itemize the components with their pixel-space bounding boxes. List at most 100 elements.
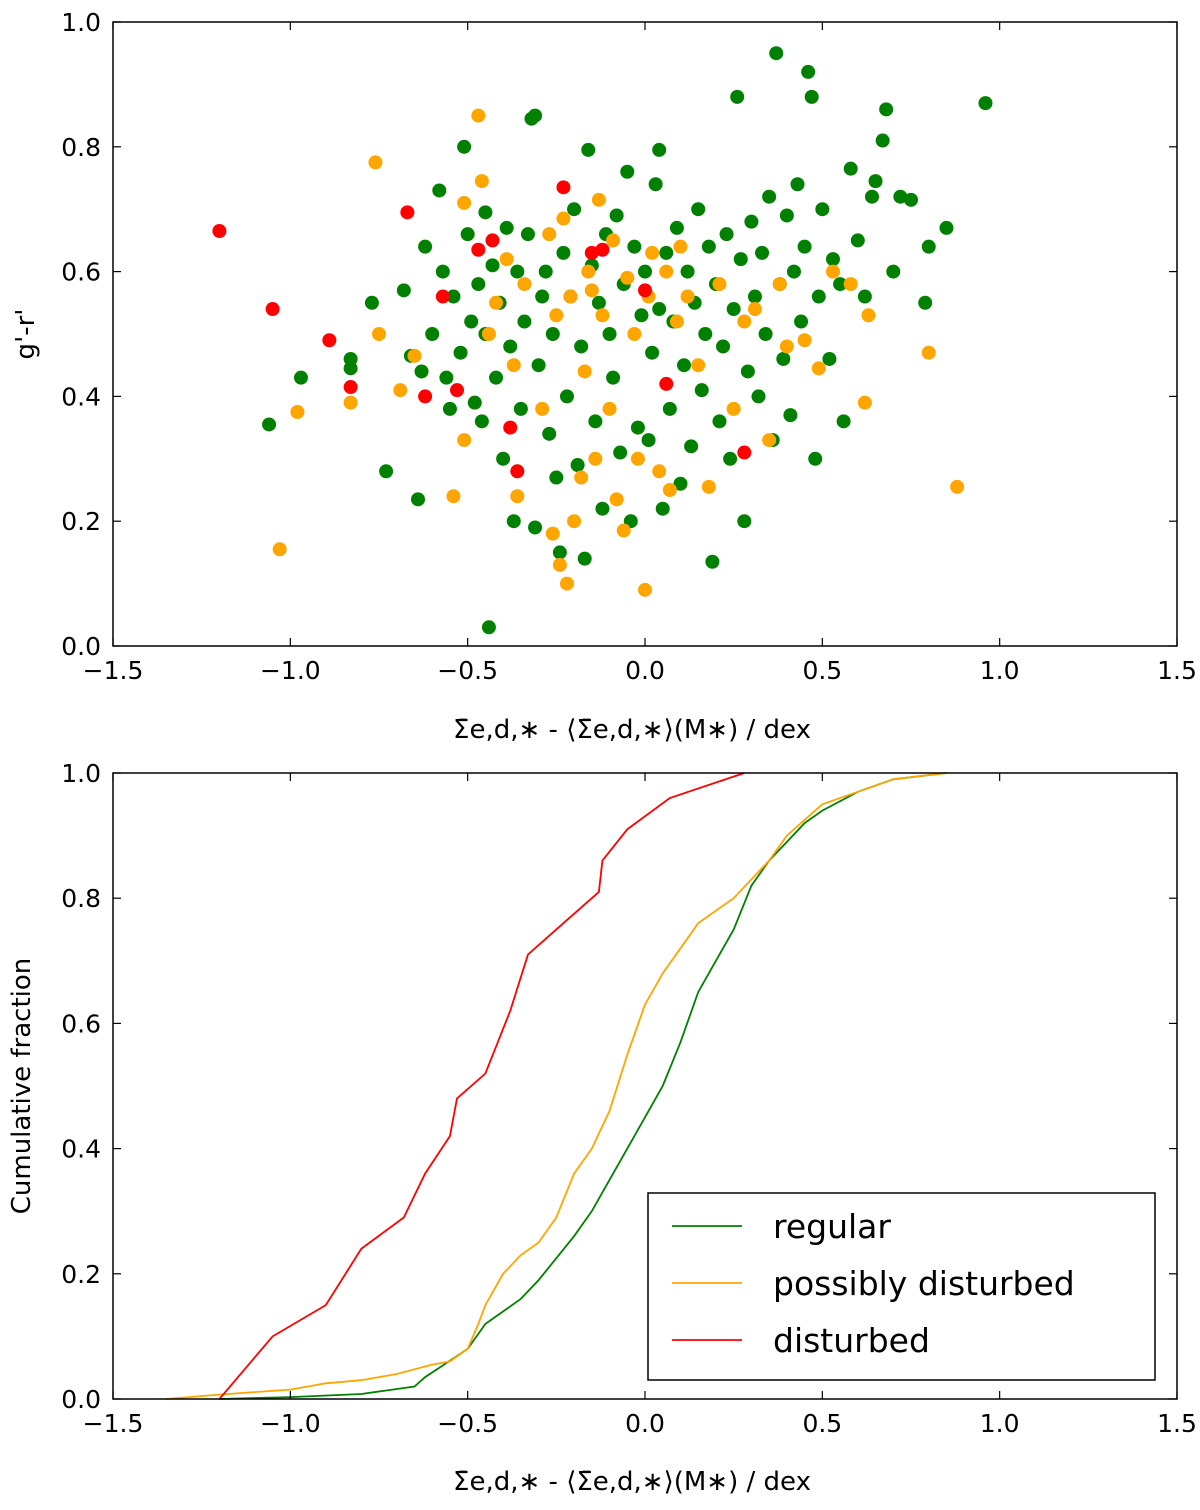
scatter-point [499, 220, 514, 235]
legend-label-possibly-disturbed: possibly disturbed [773, 1264, 1075, 1303]
scatter-point [627, 239, 642, 254]
scatter-point [411, 492, 426, 507]
scatter-point [691, 202, 706, 217]
scatter-point [652, 464, 667, 479]
scatter-x-tick-label: −1.5 [83, 656, 144, 685]
scatter-point [265, 302, 280, 317]
scatter-point [570, 458, 585, 473]
cumulative-y-axis-label: Cumulative fraction [7, 958, 37, 1215]
cumulative-x-tick-label: −0.5 [437, 1409, 498, 1438]
scatter-point [595, 242, 610, 257]
scatter-point [723, 451, 738, 466]
scatter-point [694, 383, 709, 398]
scatter-point [811, 289, 826, 304]
scatter-point [652, 302, 667, 317]
scatter-point [737, 314, 752, 329]
scatter-point [496, 451, 511, 466]
scatter-x-tick-label: 0.5 [802, 656, 842, 685]
scatter-point [904, 192, 918, 207]
scatter-point [400, 205, 415, 220]
scatter-point [833, 277, 848, 292]
scatter-point [797, 239, 812, 254]
scatter-point [503, 420, 518, 435]
scatter-point [645, 245, 660, 260]
scatter-point [698, 327, 713, 341]
scatter-point [719, 227, 734, 242]
scatter-point [779, 208, 794, 223]
scatter-point [552, 557, 567, 572]
scatter-point [747, 289, 762, 304]
scatter-point [396, 283, 411, 298]
scatter-point [638, 264, 652, 279]
scatter-point [584, 283, 599, 298]
scatter-point [471, 108, 486, 123]
scatter-point [744, 214, 759, 229]
scatter-point [520, 227, 535, 242]
scatter-point [435, 264, 450, 279]
scatter-point [659, 376, 674, 391]
cumulative-line-disturbed [218, 772, 745, 1400]
scatter-point [677, 358, 692, 373]
scatter-point [950, 479, 965, 494]
scatter-point [538, 264, 553, 279]
scatter-point [825, 252, 840, 267]
cumulative-y-tick-label: 0.2 [61, 1260, 101, 1289]
scatter-point [581, 142, 596, 157]
scatter-point [850, 233, 865, 248]
scatter-point [634, 308, 649, 323]
scatter-point [737, 514, 752, 529]
scatter-point [559, 389, 574, 404]
scatter-point [588, 451, 603, 466]
scatter-point [474, 174, 489, 189]
scatter-point [418, 389, 433, 404]
cumulative-y-tick-label: 0.6 [61, 1009, 101, 1038]
scatter-point [418, 239, 433, 254]
scatter-point [875, 133, 890, 148]
scatter-point [450, 383, 465, 398]
scatter-point [641, 433, 656, 448]
cumulative-y-tick-label: 0.8 [61, 884, 101, 913]
scatter-point [978, 96, 993, 111]
scatter-point [556, 180, 571, 195]
scatter-point [393, 383, 408, 398]
scatter-point [673, 476, 688, 491]
scatter-point [446, 489, 461, 504]
cumulative-y-tick-label: 0.0 [61, 1385, 101, 1414]
scatter-point [567, 202, 582, 217]
cumulative-y-tick-label: 0.4 [61, 1135, 101, 1164]
scatter-point [545, 526, 560, 541]
scatter-point [772, 277, 787, 292]
scatter-point [836, 414, 851, 429]
scatter-point [528, 520, 543, 535]
scatter-point [733, 252, 748, 267]
scatter-point [939, 220, 954, 235]
scatter-point [489, 295, 504, 310]
scatter-point [510, 489, 525, 504]
scatter-point [272, 542, 287, 557]
scatter-point [716, 339, 731, 354]
scatter-point [535, 401, 550, 416]
scatter-point [815, 202, 830, 217]
scatter-point [322, 333, 337, 348]
scatter-point [822, 351, 837, 366]
scatter-point [517, 314, 532, 329]
scatter-point [588, 414, 603, 429]
scatter-point [549, 308, 564, 323]
scatter-point [574, 339, 589, 354]
scatter-point [439, 370, 454, 385]
scatter-point [857, 395, 872, 410]
scatter-y-tick-label: 1.0 [61, 8, 101, 37]
scatter-point [506, 514, 521, 529]
cumulative-line-regular [219, 772, 947, 1400]
scatter-point [662, 401, 677, 416]
scatter-point [638, 582, 652, 597]
scatter-point [467, 395, 482, 410]
scatter-plot-area [113, 22, 1177, 646]
scatter-point [471, 242, 486, 257]
scatter-point [655, 501, 670, 516]
scatter-y-tick-label: 0.8 [61, 133, 101, 162]
scatter-point [517, 277, 532, 292]
scatter-point [457, 139, 472, 154]
scatter-x-tick-label: −1.0 [260, 656, 321, 685]
cumulative-line-possibly-disturbed [166, 772, 947, 1400]
